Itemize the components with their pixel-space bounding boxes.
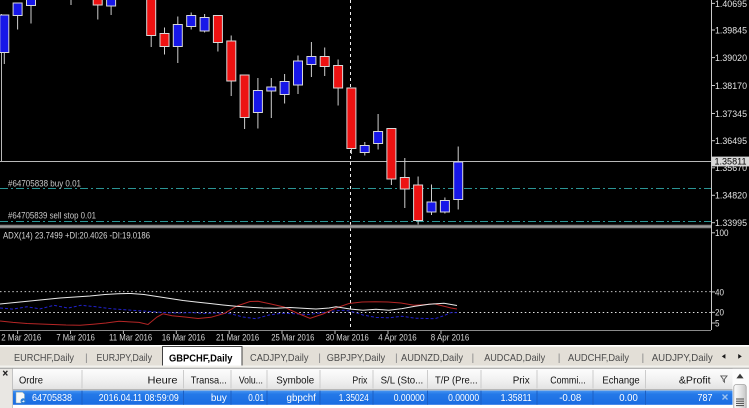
svg-text:Prix: Prix	[352, 375, 368, 387]
svg-text:25 Mar 2016: 25 Mar 2016	[271, 333, 314, 344]
svg-text:2016.04.11 08:59:09: 2016.04.11 08:59:09	[99, 392, 179, 404]
svg-text:AUDCHF,Daily: AUDCHF,Daily	[568, 352, 630, 364]
svg-text:20: 20	[715, 308, 724, 319]
svg-text:21 Mar 2016: 21 Mar 2016	[216, 333, 259, 344]
svg-text:7 Mar 2016: 7 Mar 2016	[56, 333, 95, 344]
svg-text:EURJPY,Daily: EURJPY,Daily	[97, 352, 153, 364]
svg-text:S/L (Sto...: S/L (Sto...	[381, 375, 424, 387]
svg-text:buy: buy	[211, 392, 228, 404]
svg-text:1.35024: 1.35024	[339, 392, 369, 404]
svg-text:8 Apr 2016: 8 Apr 2016	[431, 333, 470, 344]
svg-text:1.39845: 1.39845	[715, 25, 747, 36]
svg-text:0.00000: 0.00000	[394, 392, 425, 404]
svg-text:5: 5	[715, 318, 720, 329]
svg-text:T/P (Pre...: T/P (Pre...	[435, 375, 478, 387]
svg-text:11 Mar 2016: 11 Mar 2016	[109, 333, 152, 344]
svg-text:gbpchf: gbpchf	[287, 392, 316, 404]
svg-text:|: |	[318, 352, 321, 364]
svg-text:1.37345: 1.37345	[715, 109, 747, 120]
svg-text:100: 100	[715, 228, 729, 239]
svg-text:1.33995: 1.33995	[715, 218, 747, 229]
svg-text:1.38170: 1.38170	[715, 81, 747, 92]
svg-text:Commi...: Commi...	[550, 375, 586, 387]
svg-text:AUDNZD,Daily: AUDNZD,Daily	[401, 352, 464, 364]
svg-text:787: 787	[698, 392, 713, 404]
svg-text:GBPCHF,Daily: GBPCHF,Daily	[169, 353, 233, 365]
svg-text:0.01: 0.01	[248, 392, 264, 404]
svg-text:|: |	[472, 352, 475, 364]
svg-text:1.35811: 1.35811	[715, 157, 747, 168]
svg-text:-0.08: -0.08	[559, 392, 581, 404]
svg-text:AUDCAD,Daily: AUDCAD,Daily	[484, 352, 546, 364]
svg-text:1.39020: 1.39020	[715, 53, 747, 64]
svg-text:ADX(14) 23.7499 +DI:20.4026 -D: ADX(14) 23.7499 +DI:20.4026 -DI:19.0186	[3, 230, 150, 241]
svg-text:2 Mar 2016: 2 Mar 2016	[1, 333, 41, 344]
svg-text:|: |	[642, 352, 645, 364]
svg-text:1.35811: 1.35811	[501, 392, 532, 404]
svg-text:Transa...: Transa...	[191, 375, 227, 387]
svg-text:40: 40	[715, 287, 724, 298]
svg-text:|: |	[558, 352, 561, 364]
svg-text:#64705839 sell stop 0.01: #64705839 sell stop 0.01	[8, 211, 96, 222]
svg-text:0.00: 0.00	[619, 392, 638, 404]
svg-text:|: |	[85, 352, 88, 364]
svg-text:1.36495: 1.36495	[715, 136, 747, 147]
svg-text:EURCHF,Daily: EURCHF,Daily	[14, 352, 75, 364]
svg-text:Prix: Prix	[513, 375, 531, 387]
svg-text:16 Mar 2016: 16 Mar 2016	[162, 333, 205, 344]
svg-text:Volu...: Volu...	[239, 375, 263, 387]
svg-text:64705838: 64705838	[32, 392, 72, 404]
svg-text:0.00000: 0.00000	[448, 392, 479, 404]
svg-text:AUDJPY,Daily: AUDJPY,Daily	[652, 352, 714, 364]
svg-text:Echange: Echange	[602, 375, 639, 387]
svg-text:4 Apr 2016: 4 Apr 2016	[378, 333, 417, 344]
svg-text:1.35670: 1.35670	[715, 163, 747, 174]
svg-text:30 Mar 2016: 30 Mar 2016	[326, 333, 369, 344]
svg-text:CADJPY,Daily: CADJPY,Daily	[250, 352, 309, 364]
svg-text:|: |	[395, 352, 398, 364]
svg-text:GBPJPY,Daily: GBPJPY,Daily	[327, 352, 386, 364]
svg-text:Ordre: Ordre	[19, 375, 43, 387]
svg-text:1.40695: 1.40695	[715, 0, 747, 10]
svg-text:Heure: Heure	[148, 375, 178, 387]
svg-text:&Profit: &Profit	[679, 375, 711, 387]
svg-text:Symbole: Symbole	[276, 375, 314, 387]
svg-text:#64705838 buy 0.01: #64705838 buy 0.01	[8, 179, 81, 190]
svg-text:1.34820: 1.34820	[715, 191, 747, 202]
